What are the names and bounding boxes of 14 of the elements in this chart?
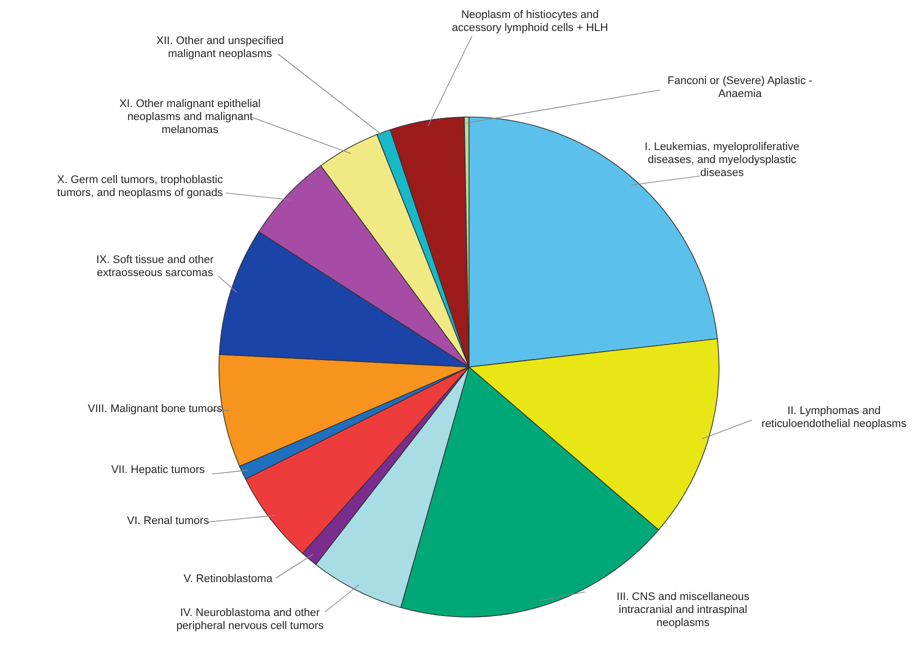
slice-label: II. Lymphomas and reticuloendothelial neoplasms [762,405,907,430]
slice-label: I. Leukemias, myeloproliferative diseases, and myelodysplastic diseases [644,141,800,179]
slice-label: X. Germ cell tumors, trophoblastic tumors, and neoplasms of gonads [57,174,224,199]
slice-label: VII. Hepatic tumors [111,464,206,476]
slice-label: III. CNS and miscellaneous intracranial and intraspinal neoplasms [616,591,750,629]
slice-label: XI. Other malignant epithelial neoplasms and malignant melanomas [119,98,261,136]
slice-label: IX. Soft tissue and other extraosseous sarcomas [96,254,214,279]
slice-label: Fanconi or (Severe) Aplastic - Anaemia [668,75,813,100]
slice-label: IV. Neuroblastoma and other peripheral nervous cell tumors [176,607,324,632]
slice-label: VIII. Malignant bone tumors [88,403,223,415]
slice-label: Neoplasm of histiocytes and accessory lymphoid cells + HLH [452,9,608,34]
slice-label: XII. Other and unspecified malignant neoplasms [156,35,284,60]
slice-label: V. Retinoblastoma [184,573,274,585]
slice-label: VI. Renal tumors [127,515,210,527]
